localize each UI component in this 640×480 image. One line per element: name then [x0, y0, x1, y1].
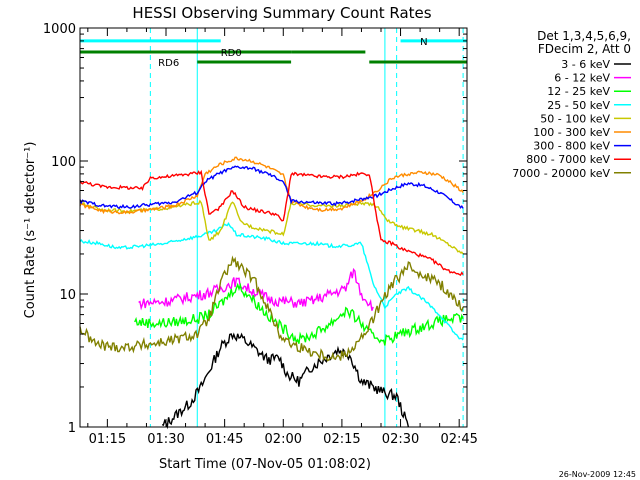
x-tick-label-0215: 02:15 [323, 432, 360, 447]
legend-header-line-2: FDecim 2, Att 0 [538, 42, 631, 56]
legend-label-3: 12 - 25 keV [547, 85, 610, 98]
legend-label-4: 25 - 50 keV [547, 99, 610, 112]
x-tick-label-0130: 01:30 [147, 432, 184, 447]
legend-label-9: 7000 - 20000 keV [512, 167, 610, 180]
legend-label-8: 800 - 7000 keV [526, 153, 610, 166]
x-tick-label-0145: 01:45 [206, 432, 243, 447]
y-tick-label-10: 10 [59, 288, 76, 303]
series-line-2 [138, 267, 374, 311]
x-tick-label-0230: 02:30 [382, 432, 419, 447]
x-axis-label: Start Time (07-Nov-05 01:08:02) [159, 457, 371, 472]
flag-label-rd0: RD0 [221, 48, 242, 59]
footer-date: 26-Nov-2009 12:45 [559, 470, 636, 479]
series-line-1 [161, 332, 410, 430]
legend-header-line-1: Det 1,3,4,5,6,9, [537, 29, 631, 43]
chart-title: HESSI Observing Summary Count Rates [132, 4, 431, 22]
legend-label-7: 300 - 800 keV [533, 140, 610, 153]
series-line-4 [79, 222, 464, 341]
plot-area: N RD0 RD6 1 10 100 1000 01:15 01:30 01:45 02:00 02:… [43, 22, 478, 447]
series-line-6 [79, 156, 464, 215]
y-tick-label-1: 1 [68, 421, 76, 436]
y-tick-label-1000: 1000 [43, 22, 76, 37]
series-line-3 [134, 282, 464, 346]
x-tick-label-0245: 02:45 [440, 432, 477, 447]
legend-label-5: 50 - 100 keV [540, 112, 610, 125]
flag-label-n: N [420, 37, 427, 48]
legend-label-6: 100 - 300 keV [533, 126, 610, 139]
legend-label-2: 6 - 12 keV [554, 72, 610, 85]
series-line-8 [79, 169, 464, 277]
plot-frame [79, 27, 468, 428]
x-tick-label-0115: 01:15 [89, 432, 126, 447]
flag-label-rd6: RD6 [158, 58, 179, 69]
y-axis-label: Count Rate (s⁻¹ detector⁻¹) [23, 142, 38, 319]
y-tick-label-100: 100 [51, 155, 76, 170]
series-line-9 [79, 255, 464, 362]
x-tick-label-0200: 02:00 [265, 432, 302, 447]
legend-label-1: 3 - 6 keV [561, 58, 610, 71]
series-line-7 [79, 165, 464, 210]
